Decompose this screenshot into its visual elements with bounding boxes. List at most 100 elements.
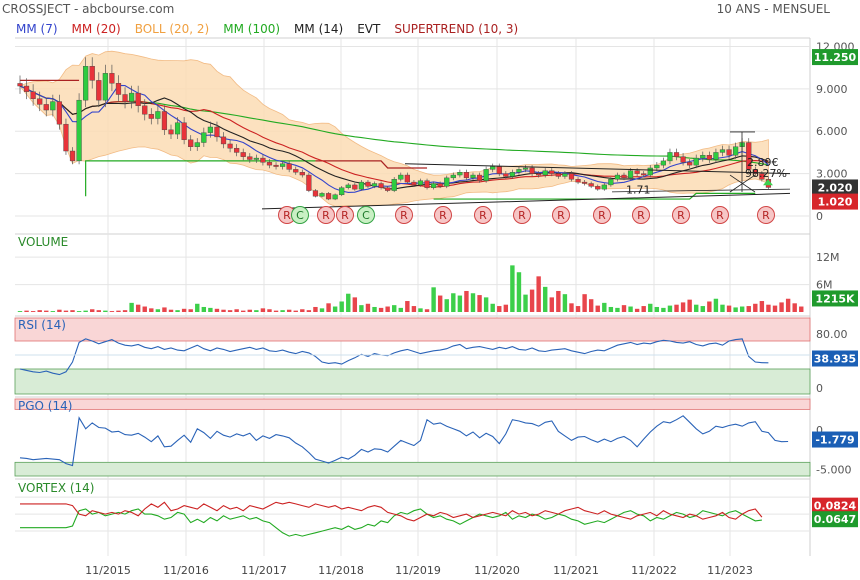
signal-sell-icon: R <box>757 206 775 224</box>
badge-text: 11.250 <box>814 51 857 64</box>
oversold-zone <box>14 368 811 395</box>
volume-bar <box>405 301 410 312</box>
candle <box>319 193 325 197</box>
signal-label: R <box>439 209 447 222</box>
supertrend-line <box>85 160 316 197</box>
volume-bar <box>300 309 305 312</box>
signal-label: R <box>479 209 487 222</box>
volume-bar <box>293 310 298 312</box>
volume-y-tick: 12M <box>816 251 840 264</box>
volume-bar <box>503 304 509 312</box>
volume-bar <box>424 309 430 312</box>
candle <box>516 169 522 173</box>
signal-sell-icon: R <box>474 206 492 224</box>
signal-sell-icon: R <box>711 206 729 224</box>
bollinger-band <box>19 50 769 207</box>
up-arrow-icon <box>763 179 773 186</box>
candle <box>50 101 56 111</box>
candle <box>483 169 489 181</box>
evt-line <box>611 188 791 193</box>
candle <box>352 184 358 190</box>
volume-bar <box>103 310 108 312</box>
volume-bar <box>431 287 436 312</box>
volume-bar <box>451 293 456 312</box>
candle <box>509 172 515 177</box>
x-tick-label: 11/2017 <box>241 564 287 577</box>
volume-bar <box>234 309 239 312</box>
candle <box>253 157 259 160</box>
candle <box>371 183 378 187</box>
candle <box>109 73 115 84</box>
volume-bar <box>418 308 423 312</box>
candle <box>30 91 36 99</box>
chart-period: 10 ANS - MENSUEL <box>716 2 830 16</box>
candle <box>693 157 699 166</box>
candle <box>457 172 463 176</box>
volume-bar <box>214 308 220 312</box>
candle <box>601 184 607 190</box>
annotation-low: 1.71 <box>626 183 651 196</box>
vortex-badge: 0.0647 <box>812 511 858 528</box>
candle <box>365 181 371 187</box>
oversold-zone <box>14 461 811 477</box>
volume-bar <box>208 307 213 312</box>
volume-bar <box>437 295 443 312</box>
volume-bar <box>135 304 141 312</box>
volume-bar <box>753 303 758 312</box>
volume-bar <box>188 309 193 312</box>
candle <box>115 83 122 95</box>
candle <box>266 162 273 166</box>
signal-sell-icon: R <box>632 206 650 224</box>
evt-support-line <box>261 192 791 210</box>
signal-sell-icon: R <box>434 206 452 224</box>
volume-bar <box>339 301 344 312</box>
candle <box>155 111 161 119</box>
volume-bar <box>365 303 371 312</box>
overbought-zone <box>14 317 811 342</box>
volume-bar <box>483 297 489 312</box>
volume-bar <box>122 310 128 312</box>
volume-bar <box>621 305 627 312</box>
legend-item: MM (14) <box>294 22 343 36</box>
pgo-badge: -1.779 <box>812 431 858 448</box>
candle <box>83 66 89 101</box>
volume-bar <box>615 307 620 312</box>
price-y-tick: 3.000 <box>816 168 848 181</box>
x-tick-label: 11/2023 <box>707 564 753 577</box>
candle <box>549 170 555 174</box>
candle <box>431 183 437 188</box>
candle <box>719 149 726 153</box>
volume-bar <box>510 265 515 312</box>
candle <box>63 123 69 152</box>
price-y-tick: 9.000 <box>816 83 848 96</box>
volume-bar <box>713 298 719 312</box>
candle <box>135 92 141 107</box>
candle <box>706 155 712 160</box>
candle <box>726 149 732 156</box>
volume-bar <box>634 308 640 312</box>
candle <box>496 166 502 174</box>
candle <box>240 152 246 157</box>
volume-bar <box>17 311 23 312</box>
candle <box>588 183 594 187</box>
panel-label-volume: VOLUME <box>18 235 68 249</box>
legend-item: SUPERTREND (10, 3) <box>394 22 518 36</box>
candle <box>470 174 476 179</box>
badge-text: 1.020 <box>818 196 853 209</box>
candle <box>378 183 384 188</box>
candle <box>437 183 443 187</box>
candle <box>174 122 181 135</box>
volume-bar <box>241 310 246 312</box>
candle <box>207 126 213 133</box>
volume-bar <box>24 310 29 312</box>
legend-item: MM (20) <box>72 22 121 36</box>
volume-bar <box>543 286 548 312</box>
candle <box>568 173 575 180</box>
candle <box>608 179 614 186</box>
volume-bar <box>116 310 121 312</box>
candle <box>43 104 49 111</box>
signal-sell-icon: R <box>317 206 335 224</box>
candle <box>647 167 653 176</box>
volume-bar <box>254 310 259 312</box>
legend-item: EVT <box>357 22 381 36</box>
